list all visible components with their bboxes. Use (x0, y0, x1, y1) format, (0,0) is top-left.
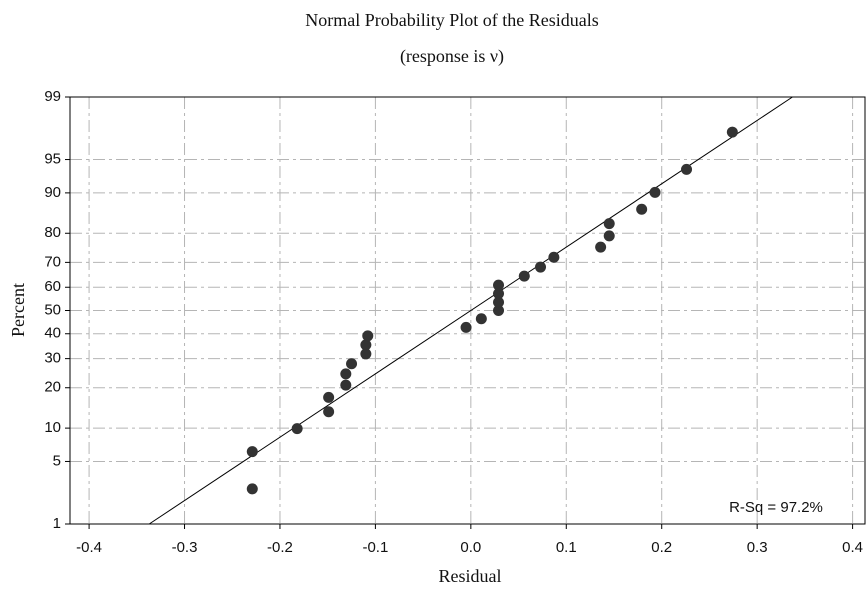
y-tick-label: 70 (44, 253, 61, 270)
data-point (346, 358, 358, 370)
data-point (246, 446, 258, 458)
data-point (460, 321, 472, 333)
y-tick-label: 10 (44, 419, 61, 436)
chart-subtitle: (response is ν) (400, 46, 504, 67)
data-point (493, 288, 505, 300)
data-point (340, 368, 352, 380)
y-tick-label: 60 (44, 278, 61, 295)
x-tick-label: 0.4 (842, 539, 863, 556)
data-point (535, 261, 547, 273)
chart-title: Normal Probability Plot of the Residuals (305, 10, 598, 30)
x-tick-label: -0.2 (267, 539, 293, 556)
data-point (636, 203, 648, 215)
x-tick-label: -0.3 (172, 539, 198, 556)
y-tick-label: 90 (44, 184, 61, 201)
x-tick-label: -0.4 (76, 539, 102, 556)
y-tick-label: 80 (44, 224, 61, 241)
data-point (340, 379, 352, 391)
y-tick-label: 1 (53, 515, 61, 532)
x-tick-label: 0.0 (460, 539, 481, 556)
data-point (726, 126, 738, 138)
y-tick-label: 40 (44, 325, 61, 342)
data-point (603, 230, 615, 242)
data-point (595, 241, 607, 253)
plot-frame (69, 96, 866, 525)
y-tick-label: 95 (44, 151, 61, 168)
x-tick-label: 0.1 (556, 539, 577, 556)
data-point (603, 218, 615, 230)
x-tick-label: -0.1 (362, 539, 388, 556)
annotation: R-Sq = 97.2% (729, 499, 823, 516)
data-point (360, 348, 372, 360)
data-point (493, 305, 505, 316)
plot-area: 1 5 10 20 30 40 50 60 70 80 90 95 99 -0.4 -0.3 -0.2 -0.1… (44, 88, 865, 556)
data-point (291, 423, 303, 435)
data-point (649, 186, 661, 198)
x-tick-label: 0.3 (747, 539, 768, 556)
y-tick-label: 5 (53, 452, 61, 469)
y-tick-label: 99 (44, 88, 61, 105)
data-point (518, 270, 530, 282)
data-point (493, 296, 505, 308)
data-point (493, 279, 505, 291)
data-point (323, 406, 335, 418)
data-point (246, 483, 258, 495)
x-axis-label: Residual (439, 566, 502, 586)
data-point (681, 163, 693, 175)
y-tick-label: 50 (44, 301, 61, 318)
y-axis-label: Percent (8, 283, 28, 337)
x-tick-label: 0.2 (651, 539, 672, 556)
data-point (548, 251, 560, 263)
data-point (362, 330, 374, 342)
data-point (475, 313, 487, 325)
data-point (323, 391, 335, 403)
y-tick-label: 30 (44, 350, 61, 367)
data-point (360, 339, 372, 351)
y-tick-label: 20 (44, 379, 61, 396)
